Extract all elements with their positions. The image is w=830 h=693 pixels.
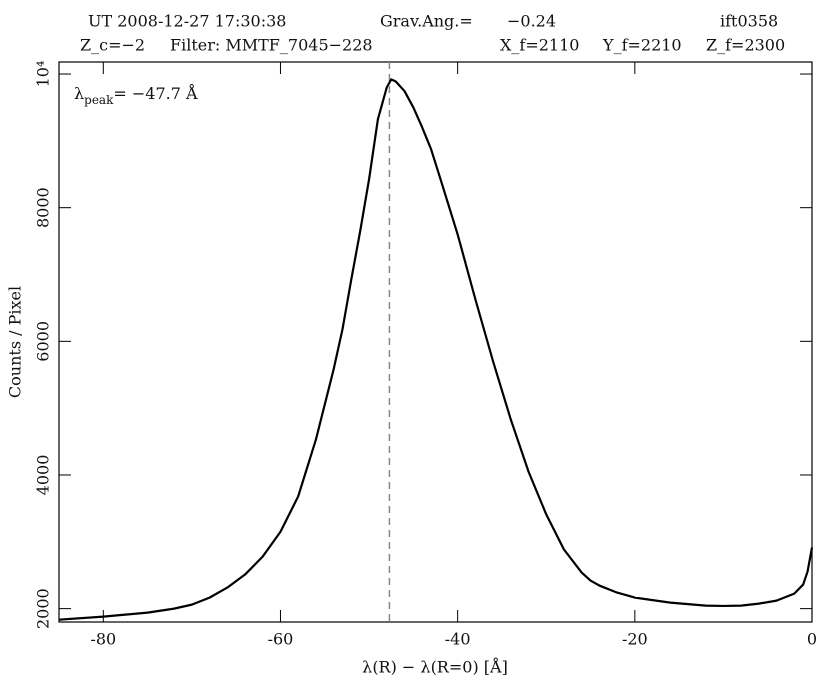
annotation-text: = −47.7 Å: [113, 83, 198, 103]
header-text: Y_f=2210: [602, 36, 682, 55]
header-text: UT 2008-12-27 17:30:38: [88, 12, 286, 31]
header-text: X_f=2110: [500, 36, 579, 55]
annotation-symbol: λ: [74, 84, 84, 103]
y-tick-label: 8000: [34, 187, 53, 228]
header-text: Z_c=−2: [80, 36, 145, 55]
y-tick-label: 2000: [34, 588, 53, 629]
y-tick-label: 4000: [34, 455, 53, 496]
header-text: −0.24: [507, 12, 556, 31]
header-text: ift0358: [720, 12, 778, 31]
x-tick-label: -60: [268, 630, 294, 649]
x-tick-label: -80: [90, 630, 116, 649]
plot-frame: [58, 61, 813, 623]
x-tick-label: -20: [622, 630, 648, 649]
header-text: Grav.Ang.=: [380, 12, 473, 31]
annotation-subscript: peak: [84, 93, 114, 107]
y-tick-label: 6000: [34, 321, 53, 362]
annotation: λpeak= −47.7 Å: [74, 83, 198, 107]
x-tick-label: 0: [807, 630, 817, 649]
header-text: Z_f=2300: [706, 36, 785, 55]
y-tick-label: 10⁴: [34, 61, 53, 88]
x-tick-label: -40: [445, 630, 471, 649]
header-text: Filter: MMTF_7045−228: [170, 36, 373, 55]
x-axis-label: λ(R) − λ(R=0) [Å]: [362, 657, 508, 677]
y-axis-label: Counts / Pixel: [6, 286, 25, 398]
data-line: [58, 78, 814, 621]
